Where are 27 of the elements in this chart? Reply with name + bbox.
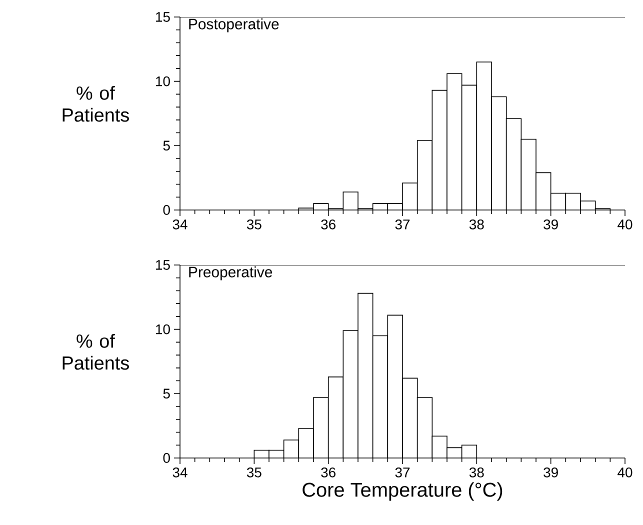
y-tick-label: 15	[156, 12, 170, 22]
y-tick-label: 10	[156, 76, 170, 86]
x-tick-label: 36	[321, 219, 336, 230]
chart-title: Preoperative	[189, 266, 272, 280]
chart-title: Postoperative	[189, 18, 279, 32]
y-axis-title: % of Patients	[62, 334, 129, 370]
x-tick-label: 38	[469, 219, 484, 230]
x-tick-label: 35	[246, 219, 262, 230]
y-axis-title: % of Patients	[62, 86, 129, 122]
y-tick-label: 5	[163, 388, 170, 399]
x-axis-title: Core Temperature (°C)	[302, 482, 502, 501]
y-tick-label: 15	[156, 260, 170, 270]
x-tick-label: 40	[618, 219, 632, 230]
y-tick-label: 0	[163, 205, 170, 215]
x-tick-label: 39	[544, 467, 558, 478]
y-tick-label: 10	[156, 324, 170, 334]
x-tick-label: 39	[544, 219, 558, 230]
y-tick-label: 5	[163, 140, 170, 151]
x-tick-label: 36	[321, 467, 336, 478]
x-tick-label: 38	[469, 467, 484, 478]
x-tick-label: 34	[172, 219, 188, 230]
x-tick-label: 37	[395, 467, 410, 478]
x-tick-label: 35	[246, 467, 262, 478]
y-tick-label: 0	[163, 453, 170, 463]
x-tick-label: 40	[618, 467, 632, 478]
x-tick-label: 37	[395, 219, 410, 230]
x-tick-label: 34	[172, 467, 188, 478]
